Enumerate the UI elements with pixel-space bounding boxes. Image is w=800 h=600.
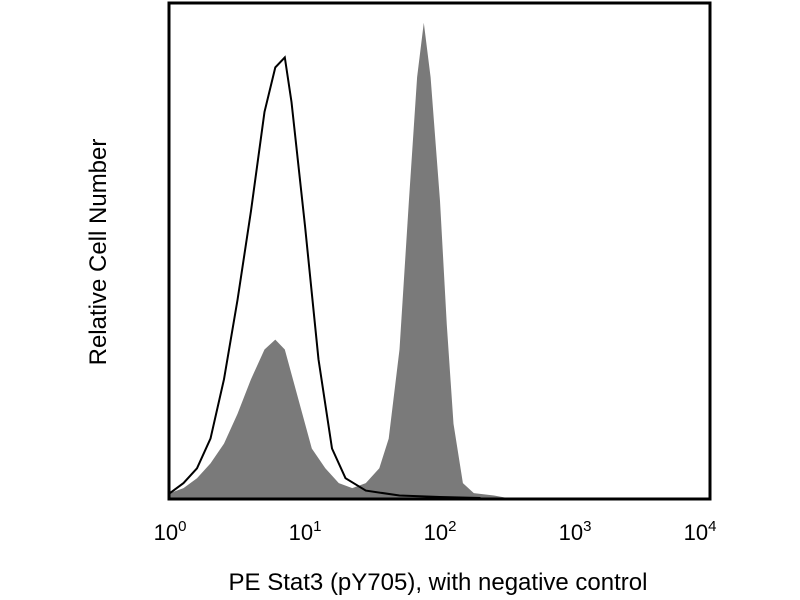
x-axis-label: PE Stat3 (pY705), with negative control <box>229 569 648 596</box>
x-tick-label: 102 <box>424 518 457 545</box>
x-tick-label: 103 <box>559 518 592 545</box>
x-tick-label: 101 <box>289 518 322 545</box>
control-histogram-line <box>169 55 481 499</box>
x-tick-label: 100 <box>154 518 187 545</box>
y-axis-label: Relative Cell Number <box>85 139 112 366</box>
filled-histogram <box>170 22 508 499</box>
x-tick-label: 104 <box>684 518 717 545</box>
plot-frame <box>167 1 712 501</box>
